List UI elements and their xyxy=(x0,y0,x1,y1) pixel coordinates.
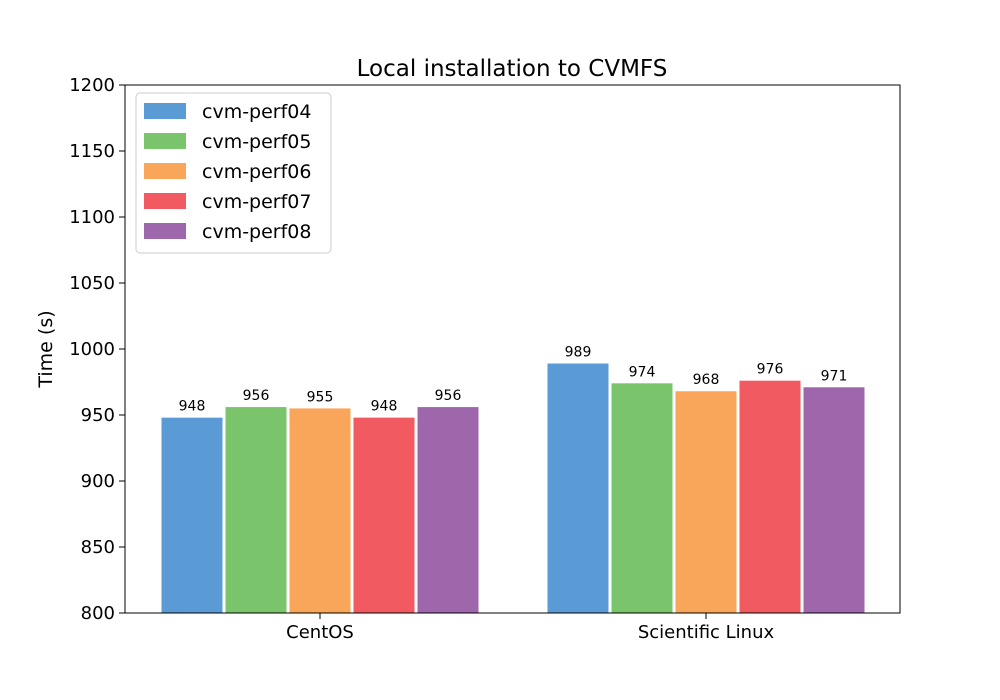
data-label: 956 xyxy=(243,388,270,404)
legend-swatch-cvm-perf07 xyxy=(144,193,186,209)
legend-label: cvm-perf07 xyxy=(202,191,311,213)
bar-cvm-perf05-scientific-linux xyxy=(611,383,673,613)
x-tick-label: Scientific Linux xyxy=(638,622,775,643)
legend-swatch-cvm-perf06 xyxy=(144,163,186,179)
data-label: 976 xyxy=(757,362,784,378)
legend-label: cvm-perf06 xyxy=(202,161,311,183)
bar-cvm-perf04-centos xyxy=(161,417,223,613)
bar-cvm-perf08-centos xyxy=(417,407,479,613)
bar-cvm-perf07-centos xyxy=(353,417,415,613)
bar-cvm-perf04-scientific-linux xyxy=(547,363,609,613)
bar-cvm-perf06-centos xyxy=(289,408,351,613)
bar-cvm-perf08-scientific-linux xyxy=(803,387,865,613)
legend-swatch-cvm-perf08 xyxy=(144,223,186,239)
data-label: 974 xyxy=(629,364,656,380)
data-label: 948 xyxy=(179,399,206,415)
y-axis-label: Time (s) xyxy=(35,310,57,388)
legend-swatch-cvm-perf04 xyxy=(144,103,186,119)
data-label: 956 xyxy=(435,388,462,404)
data-label: 948 xyxy=(371,399,398,415)
legend-label: cvm-perf05 xyxy=(202,131,311,153)
x-tick-label: CentOS xyxy=(286,622,354,643)
bar-cvm-perf05-centos xyxy=(225,407,287,613)
y-tick-label: 1100 xyxy=(69,207,115,228)
y-tick-label: 950 xyxy=(81,405,115,426)
legend: cvm-perf04 cvm-perf05 cvm-perf06 cvm-perf07… xyxy=(135,92,332,254)
legend-label: cvm-perf08 xyxy=(202,221,311,243)
legend-swatch-cvm-perf05 xyxy=(144,133,186,149)
data-label: 955 xyxy=(307,389,334,405)
chart-title: Local installation to CVMFS xyxy=(357,56,668,82)
y-tick-label: 900 xyxy=(81,471,115,492)
y-tick-label: 1000 xyxy=(69,339,115,360)
y-tick-label: 850 xyxy=(81,537,115,558)
bar-cvm-perf06-scientific-linux xyxy=(675,391,737,613)
y-tick-label: 1050 xyxy=(69,273,115,294)
y-tick-label: 1200 xyxy=(69,75,115,96)
y-tick-label: 800 xyxy=(81,603,115,624)
bar-cvm-perf07-scientific-linux xyxy=(739,380,801,613)
data-label: 971 xyxy=(821,368,848,384)
data-label: 968 xyxy=(693,372,720,388)
legend-label: cvm-perf04 xyxy=(202,101,311,123)
data-label: 989 xyxy=(565,345,592,361)
y-tick-label: 1150 xyxy=(69,141,115,162)
plot-frame xyxy=(124,84,901,614)
